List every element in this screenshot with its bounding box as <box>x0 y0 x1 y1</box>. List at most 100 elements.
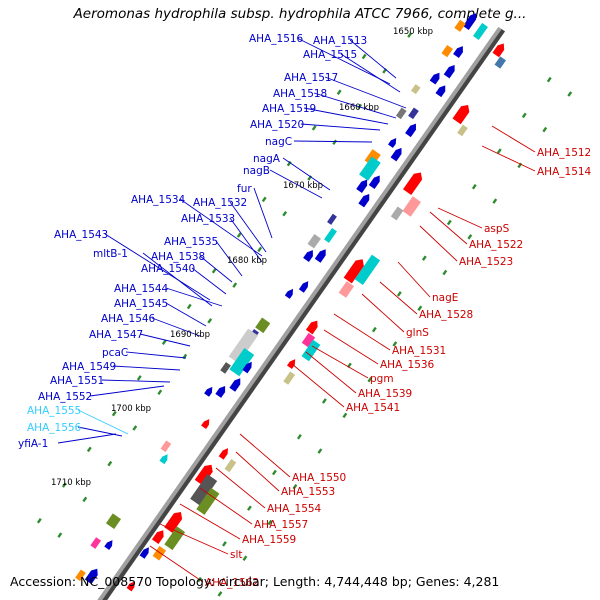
gene-block <box>75 569 86 582</box>
track-marker <box>86 446 92 453</box>
gene-label-aha-1518[interactable]: AHA_1518 <box>273 88 327 100</box>
leader-line <box>361 293 405 333</box>
track-marker <box>311 125 317 131</box>
gene-label-aha-1514[interactable]: AHA_1514 <box>537 166 592 178</box>
gene-feature <box>204 386 213 397</box>
gene-label-aha-1553[interactable]: AHA_1553 <box>281 486 335 498</box>
gene-label-naga[interactable]: nagA <box>253 153 281 165</box>
gene-arrow <box>429 72 440 85</box>
gene-label-aha-1557[interactable]: AHA_1557 <box>254 519 308 531</box>
gene-feature <box>387 138 397 148</box>
gene-feature <box>356 179 368 194</box>
gene-label-aha-1536[interactable]: AHA_1536 <box>380 359 435 371</box>
gene-block <box>164 526 186 551</box>
gene-label-aha-1555[interactable]: AHA_1555 <box>27 405 81 417</box>
gene-feature <box>287 359 296 369</box>
gene-block <box>454 19 466 32</box>
gene-block <box>196 487 220 515</box>
gene-feature <box>229 348 255 377</box>
gene-label-aha-1545[interactable]: AHA_1545 <box>114 298 168 310</box>
gene-label-aha-1513[interactable]: AHA_1513 <box>313 35 367 47</box>
gene-label-aha-1559[interactable]: AHA_1559 <box>242 534 296 546</box>
gene-arrow <box>343 259 364 284</box>
gene-label-aha-1538[interactable]: AHA_1538 <box>151 251 205 263</box>
gene-label-mltb-1[interactable]: mltB-1 <box>93 248 128 260</box>
gene-label-aha-1549[interactable]: AHA_1549 <box>62 361 116 373</box>
gene-label-aha-1522[interactable]: AHA_1522 <box>469 239 523 251</box>
gene-label-aha-1552[interactable]: AHA_1552 <box>38 391 92 403</box>
leader-line <box>149 545 204 583</box>
gene-label-aha-1535[interactable]: AHA_1535 <box>164 236 218 248</box>
track-marker <box>546 76 552 83</box>
track-marker <box>82 496 88 503</box>
track-marker <box>267 519 273 526</box>
gene-label-aha-1551[interactable]: AHA_1551 <box>50 375 104 387</box>
gene-label-fur[interactable]: fur <box>237 183 252 195</box>
gene-feature <box>84 568 98 585</box>
gene-feature <box>196 487 220 515</box>
gene-label-aha-1533[interactable]: AHA_1533 <box>181 213 235 225</box>
gene-label-aha-1544[interactable]: AHA_1544 <box>114 283 169 295</box>
gene-label-aha-1556[interactable]: AHA_1556 <box>27 422 82 434</box>
gene-label-aha-1546[interactable]: AHA_1546 <box>101 313 156 325</box>
gene-label-aha-1550[interactable]: AHA_1550 <box>292 472 346 484</box>
gene-label-aha-1520[interactable]: AHA_1520 <box>250 119 304 131</box>
gene-label-nage[interactable]: nagE <box>432 292 458 304</box>
track-marker <box>521 112 527 119</box>
tick-label: 1680 kbp <box>227 256 267 266</box>
leader-line <box>340 53 401 93</box>
gene-label-aha-1540[interactable]: AHA_1540 <box>141 263 195 275</box>
gene-label-aha-1543[interactable]: AHA_1543 <box>54 229 108 241</box>
track-marker <box>342 412 348 419</box>
gene-label-aha-1562[interactable]: AHA_1562 <box>205 577 259 589</box>
gene-label-aha-1531[interactable]: AHA_1531 <box>392 345 446 357</box>
gene-label-aha-1541[interactable]: AHA_1541 <box>346 402 400 414</box>
gene-arrow <box>126 581 135 592</box>
gene-label-pgm[interactable]: pgm <box>370 373 394 385</box>
gene-label-pcac[interactable]: pcaC <box>102 347 128 359</box>
gene-label-aha-1534[interactable]: AHA_1534 <box>131 194 186 206</box>
gene-arrow <box>435 85 446 98</box>
gene-block <box>354 254 381 285</box>
leader-line <box>101 379 171 383</box>
gene-label-aha-1516[interactable]: AHA_1516 <box>249 33 304 45</box>
track-marker <box>222 541 227 547</box>
leader-line <box>159 523 229 555</box>
tick-label: 1710 kbp <box>51 478 91 488</box>
gene-feature <box>151 530 164 545</box>
gene-label-aha-1523[interactable]: AHA_1523 <box>459 256 513 268</box>
track-marker <box>57 532 63 538</box>
track-marker <box>247 505 252 511</box>
gene-feature <box>255 317 271 334</box>
track-marker <box>321 398 327 404</box>
gene-label-yfia-1[interactable]: yfiA-1 <box>18 438 48 450</box>
gene-feature <box>164 526 186 551</box>
gene-label-aha-1554[interactable]: AHA_1554 <box>267 503 322 515</box>
gene-label-aha-1547[interactable]: AHA_1547 <box>89 329 143 341</box>
leader-line <box>491 125 536 153</box>
gene-label-asps[interactable]: aspS <box>484 223 510 235</box>
leader-line <box>333 313 391 351</box>
gene-label-aha-1512[interactable]: AHA_1512 <box>537 147 591 159</box>
leader-line <box>324 76 407 109</box>
gene-block <box>494 56 506 69</box>
gene-feature <box>283 371 296 385</box>
gene-label-glns[interactable]: glnS <box>406 327 429 339</box>
gene-feature <box>307 234 321 249</box>
gene-label-aha-1519[interactable]: AHA_1519 <box>262 103 316 115</box>
gene-feature <box>452 105 470 125</box>
gene-label-aha-1539[interactable]: AHA_1539 <box>358 388 412 400</box>
gene-label-aha-1517[interactable]: AHA_1517 <box>284 72 338 84</box>
gene-label-aha-1528[interactable]: AHA_1528 <box>419 309 473 321</box>
leader-line <box>323 329 379 365</box>
gene-label-nagc[interactable]: nagC <box>265 136 292 148</box>
gene-label-aha-1532[interactable]: AHA_1532 <box>193 197 247 209</box>
gene-label-nagb[interactable]: nagB <box>243 165 270 177</box>
gene-label-aha-1515[interactable]: AHA_1515 <box>303 49 357 61</box>
track-marker <box>232 282 238 288</box>
gene-arrow <box>387 138 397 148</box>
gene-feature <box>218 448 229 460</box>
gene-arrow <box>159 454 168 465</box>
gene-label-slt[interactable]: slt <box>230 549 243 561</box>
